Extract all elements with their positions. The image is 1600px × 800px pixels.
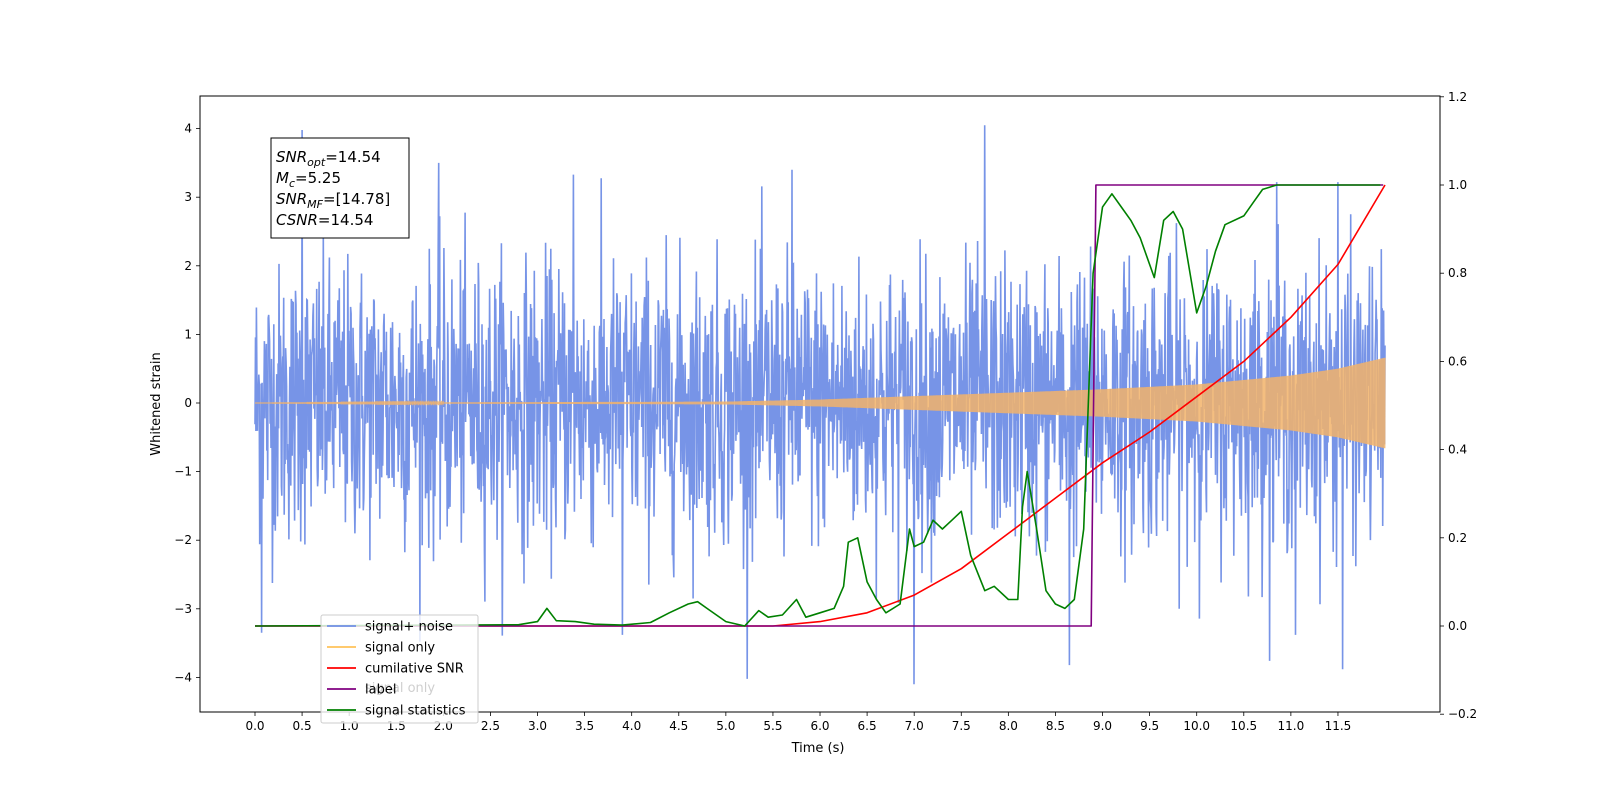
x-tick-label: 4.0	[622, 719, 641, 733]
y-left-tick-label: 2	[184, 259, 192, 273]
legend-entry: cumilative SNR	[365, 662, 464, 677]
x-tick-label: 9.5	[1140, 719, 1159, 733]
y-left-tick-label: −3	[174, 602, 192, 616]
x-tick-label: 5.5	[763, 719, 782, 733]
x-tick-label: 6.0	[810, 719, 829, 733]
y-right-tick-label: 1.0	[1448, 178, 1467, 192]
y-left-tick-label: 3	[184, 190, 192, 204]
y-axis-right: 1.2 1.0 0.8 0.6 0.4 0.2 0.0 −0.2	[1440, 90, 1477, 721]
series-cumulative-snr	[255, 184, 1386, 627]
x-tick-label: 8.5	[1046, 719, 1065, 733]
x-tick-label: 4.5	[669, 719, 688, 733]
series-signal-noise	[254, 125, 1386, 685]
x-tick-label: 11.0	[1278, 719, 1305, 733]
x-tick-label: 11.5	[1325, 719, 1352, 733]
y-right-tick-label: 0.2	[1448, 531, 1467, 545]
x-tick-label: 7.0	[905, 719, 924, 733]
x-tick-label: 10.5	[1230, 719, 1257, 733]
y-left-tick-label: 4	[184, 122, 192, 136]
series-label	[255, 184, 1384, 627]
y-left-tick-label: −1	[174, 465, 192, 479]
y-left-tick-label: 0	[184, 396, 192, 410]
y-right-tick-label: 0.0	[1448, 619, 1467, 633]
y-axis-label: Whitened strain	[149, 352, 164, 455]
annotation-line: Mc=5.25	[276, 169, 341, 190]
y-right-tick-label: 0.6	[1448, 354, 1467, 368]
plot-area	[254, 125, 1386, 685]
series-signal-statistics	[254, 184, 1381, 627]
annotation-line: SNRMF=[14.78]	[276, 190, 390, 211]
y-right-tick-label: 1.2	[1448, 90, 1467, 104]
y-right-tick-label: −0.2	[1448, 707, 1477, 721]
annotation-line: CSNR=14.54	[276, 211, 373, 229]
y-left-tick-label: −2	[174, 533, 192, 547]
x-axis: 0.0 0.5 1.0 1.5 2.0 2.5 3.0 3.5 4.0 4.5 5.0 5.5 6.0 6…	[245, 712, 1351, 733]
x-tick-label: 5.0	[716, 719, 735, 733]
legend-entry: signal statistics	[365, 704, 466, 719]
x-tick-label: 3.0	[528, 719, 547, 733]
legend-entry: signal+ noise	[365, 620, 453, 635]
y-right-tick-label: 0.8	[1448, 266, 1467, 280]
series-signal-only	[255, 357, 1386, 449]
y-axis-left: 4 3 2 1 0 −1 −2 −3 −4	[174, 122, 200, 684]
y-left-tick-label: 1	[184, 327, 192, 341]
x-axis-label: Time (s)	[791, 741, 845, 756]
x-tick-label: 8.0	[999, 719, 1018, 733]
x-tick-label: 6.5	[858, 719, 877, 733]
x-tick-label: 0.5	[293, 719, 312, 733]
legend-entry: signal only	[365, 641, 435, 656]
x-tick-label: 2.5	[481, 719, 500, 733]
annotation-line: SNRopt=14.54	[276, 148, 381, 169]
x-tick-label: 9.0	[1093, 719, 1112, 733]
x-tick-label: 7.5	[952, 719, 971, 733]
y-right-tick-label: 0.4	[1448, 443, 1467, 457]
annotation-frame	[270, 137, 410, 239]
legend-frame	[320, 614, 479, 724]
x-tick-label: 0.0	[245, 719, 264, 733]
legend-hidden-label: signal only	[365, 681, 435, 696]
annotation-box: SNRopt=14.54Mc=5.25SNRMF=[14.78]CSNR=14.…	[270, 137, 410, 239]
x-tick-label: 3.5	[575, 719, 594, 733]
legend: signal only signal+ noise signal only cumil…	[320, 614, 479, 724]
x-tick-label: 10.0	[1183, 719, 1210, 733]
y-left-tick-label: −4	[174, 670, 192, 684]
legend-entry: label	[365, 683, 396, 698]
